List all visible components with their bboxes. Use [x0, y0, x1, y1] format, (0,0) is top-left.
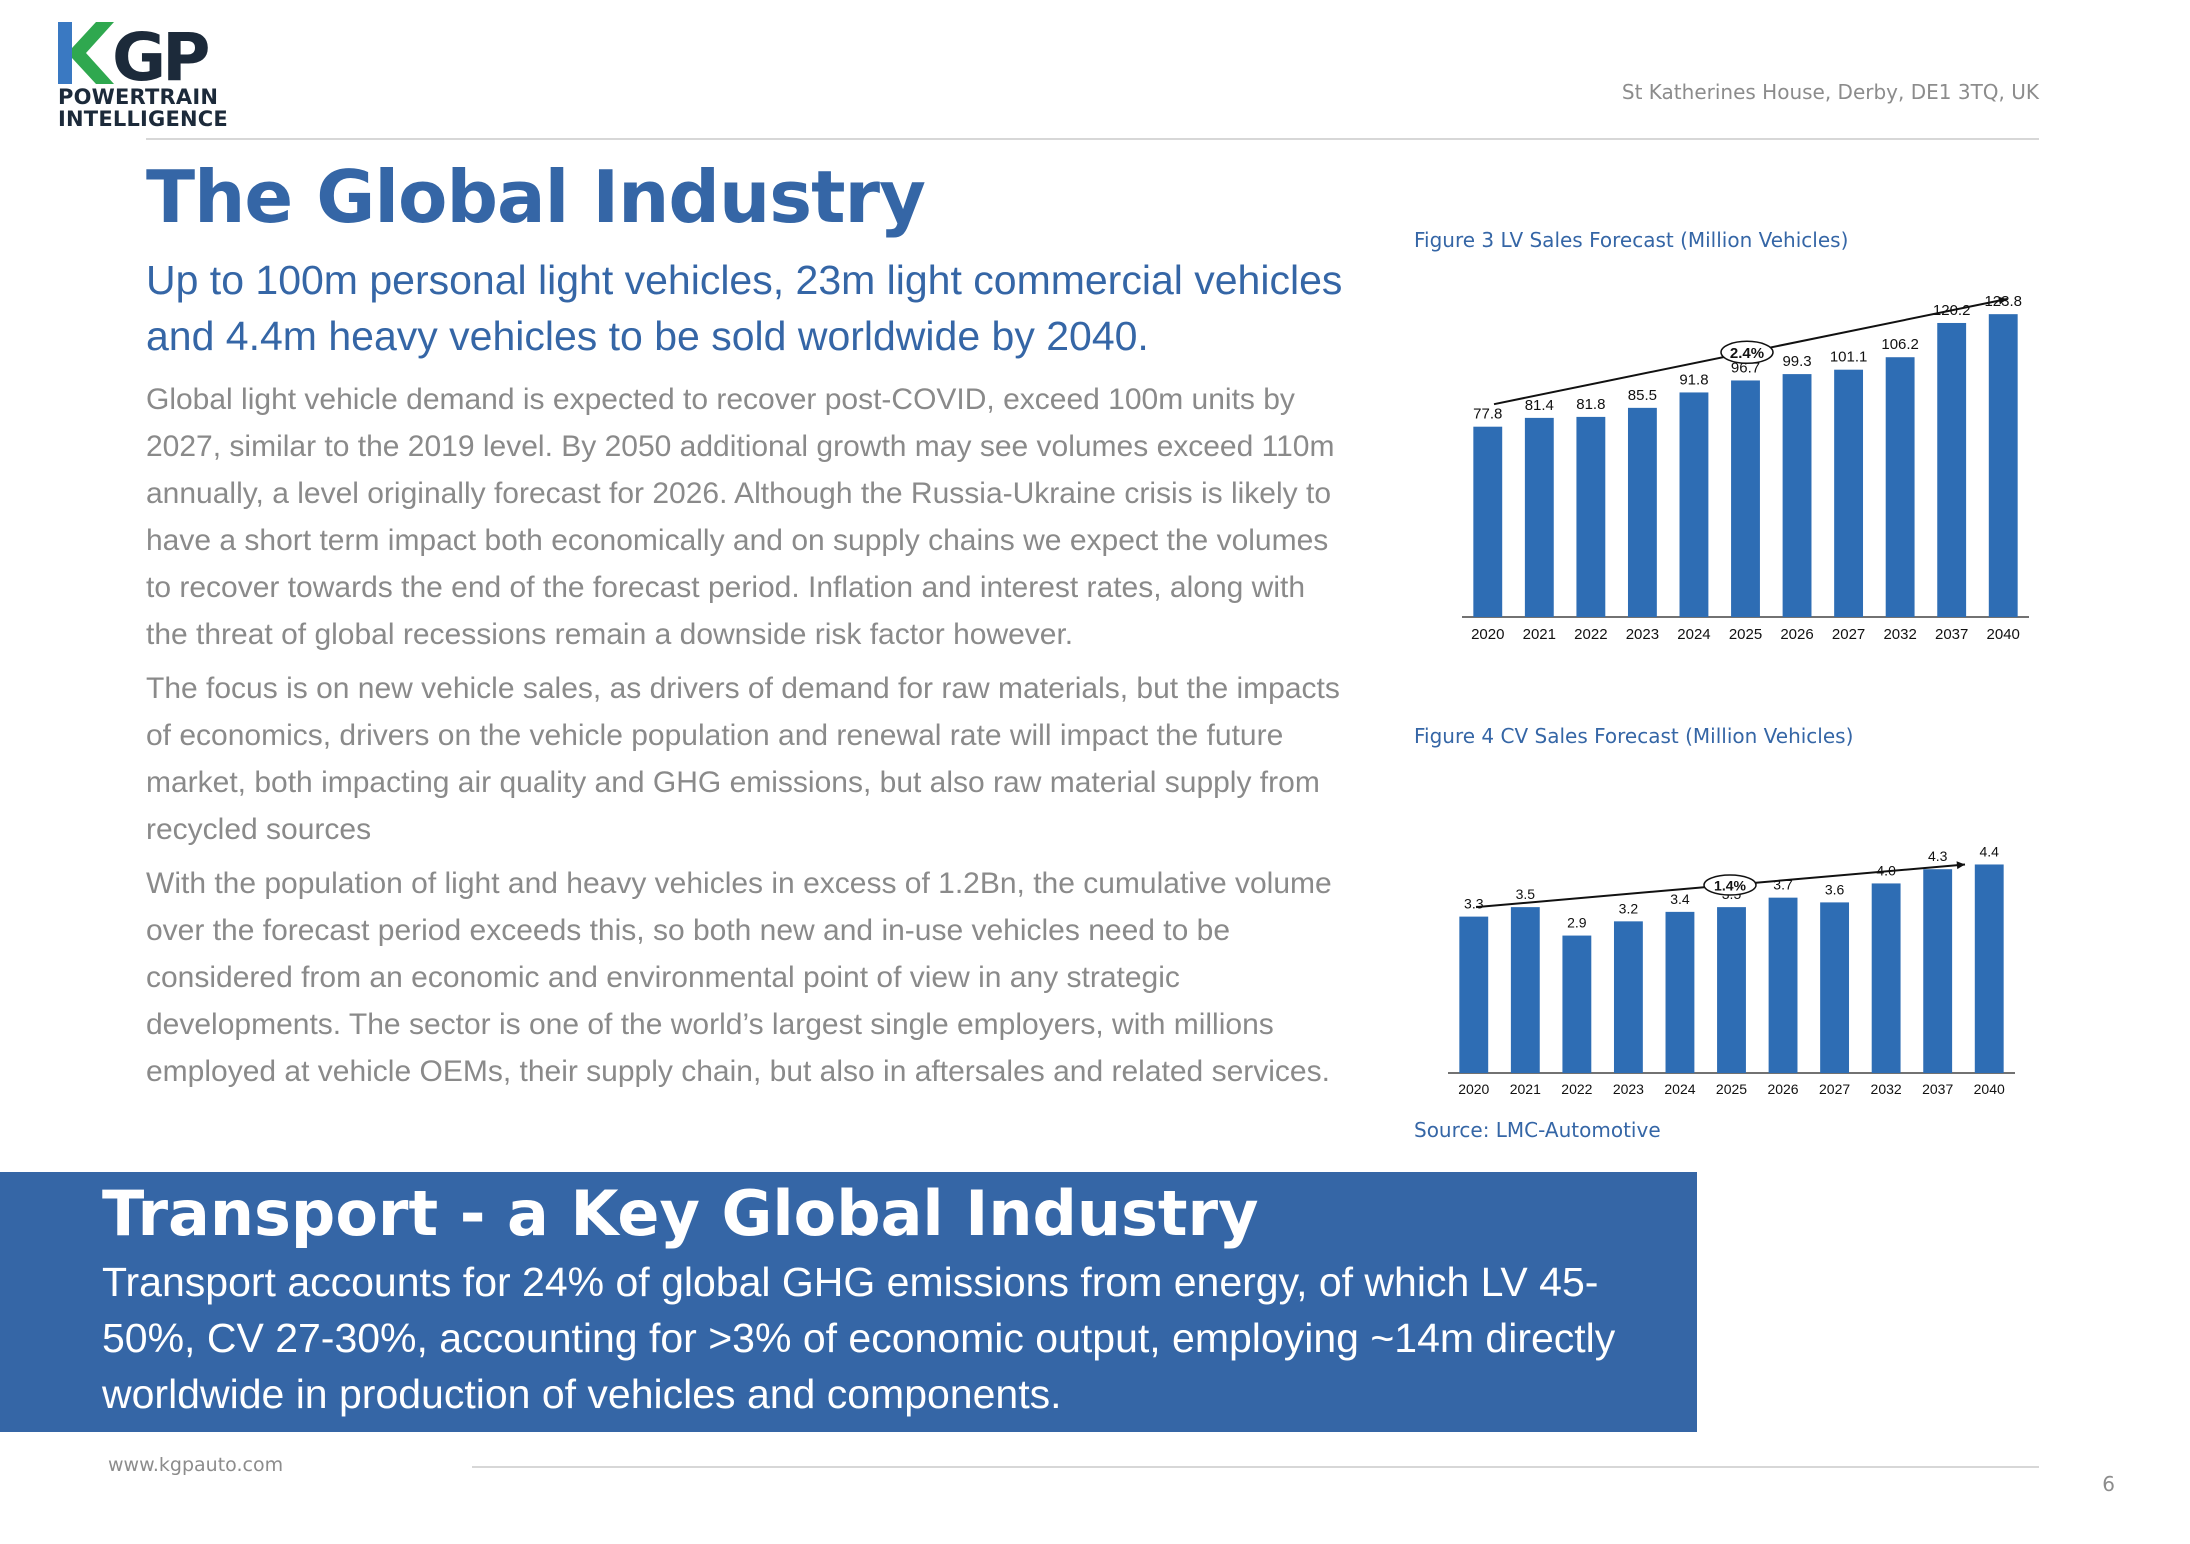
chart-data-label: 99.3 — [1782, 353, 1811, 370]
chart-bar — [1731, 380, 1760, 617]
chart-data-label: 3.3 — [1464, 896, 1484, 912]
chart-bar — [1717, 907, 1746, 1073]
chart-bar — [1768, 897, 1798, 1073]
chart-tick-label: 2023 — [1626, 626, 1659, 643]
chart-data-label: 85.5 — [1628, 387, 1657, 404]
page-subtitle: Up to 100m personal light vehicles, 23m … — [146, 257, 1343, 359]
logo-gp-text: GP — [112, 22, 208, 84]
chart-trend-badge — [1720, 340, 1774, 365]
chart-trend-arrowhead — [1998, 296, 2007, 305]
key-industry-banner: Transport - a Key Global Industry Transp… — [0, 1172, 1697, 1432]
chart-data-label: 3.2 — [1619, 900, 1639, 916]
chart-data-label: 101.1 — [1830, 349, 1868, 366]
chart-bar — [1782, 374, 1812, 617]
kgp-logo-mark: GP — [58, 22, 212, 84]
logo-intelligence-text: INTELLIGENCE — [58, 107, 228, 131]
chart-data-label: 77.8 — [1473, 406, 1502, 423]
chart-data-label: 3.4 — [1670, 891, 1690, 907]
chart-tick-label: 2021 — [1523, 626, 1556, 643]
chart-tick-label: 2024 — [1664, 1081, 1695, 1097]
header-address: St Katherines House, Derby, DE1 3TQ, UK — [1621, 80, 2039, 104]
chart-tick-label: 2040 — [1974, 1081, 2005, 1097]
logo-powertrain-text: POWERTRAIN — [58, 85, 219, 109]
chart-tick-label: 2025 — [1716, 1081, 1747, 1097]
chart-bar — [1871, 883, 1901, 1073]
body-paragraph-2: The focus is on new vehicle sales, as dr… — [146, 672, 1340, 846]
chart-tick-label: 2032 — [1883, 626, 1916, 643]
page-title: The Global Industry — [146, 155, 926, 239]
figure-3-caption: Figure 3 LV Sales Forecast (Million Vehi… — [1414, 228, 1849, 252]
chart-tick-label: 2022 — [1574, 626, 1607, 643]
chart-bar — [1679, 392, 1709, 617]
kgp-logo: GP POWERTRAIN INTELLIGENCE — [58, 22, 238, 132]
chart-bar — [1820, 902, 1850, 1073]
chart-tick-label: 2025 — [1729, 626, 1762, 643]
chart-data-label: 4.3 — [1928, 848, 1948, 864]
header-divider — [146, 138, 2039, 140]
chart-bar — [1923, 869, 1953, 1073]
chart-trend-label: 2.4% — [1730, 345, 1764, 362]
logo-k-arms — [72, 22, 114, 84]
logo-k-stem — [58, 22, 72, 84]
chart-tick-label: 2020 — [1458, 1081, 1489, 1097]
chart-tick-label: 2037 — [1922, 1081, 1953, 1097]
chart-bar — [1885, 357, 1915, 617]
chart-bar — [1510, 907, 1540, 1073]
chart-tick-label: 2026 — [1767, 1081, 1798, 1097]
chart-bar — [1613, 921, 1643, 1073]
chart-tick-label: 2040 — [1987, 626, 2020, 643]
chart-data-label: 3.6 — [1825, 881, 1845, 897]
chart-bar — [1459, 916, 1489, 1073]
chart-data-label: 3.5 — [1516, 886, 1536, 902]
chart-tick-label: 2020 — [1471, 626, 1504, 643]
body-paragraph-3: With the population of light and heavy v… — [146, 867, 1332, 1088]
chart-tick-label: 2032 — [1871, 1081, 1902, 1097]
chart-tick-label: 2023 — [1613, 1081, 1644, 1097]
chart-tick-label: 2022 — [1561, 1081, 1592, 1097]
banner-text: Transport accounts for 24% of global GHG… — [102, 1259, 1616, 1417]
chart-data-label: 4.4 — [1979, 843, 1999, 859]
chart-data-label: 81.4 — [1525, 397, 1554, 414]
chart-bar — [1627, 407, 1657, 617]
banner-title: Transport - a Key Global Industry — [102, 1177, 1259, 1250]
chart-trend-arrowhead — [1956, 861, 1965, 870]
figure-4-caption: Figure 4 CV Sales Forecast (Million Vehi… — [1414, 724, 1854, 748]
chart-tick-label: 2024 — [1677, 626, 1710, 643]
chart-bar — [1988, 314, 2018, 617]
chart-bar — [1665, 911, 1695, 1073]
page-number: 6 — [2102, 1472, 2115, 1496]
chart-source-note: Source: LMC-Automotive — [1414, 1118, 1661, 1142]
chart-trend-badge — [1703, 874, 1757, 896]
chart-data-label: 91.8 — [1679, 371, 1708, 388]
body-paragraph-1: Global light vehicle demand is expected … — [146, 383, 1335, 651]
chart-tick-label: 2037 — [1935, 626, 1968, 643]
chart-bar — [1473, 426, 1503, 617]
chart-data-label: 2.9 — [1567, 915, 1587, 931]
chart-tick-label: 2027 — [1819, 1081, 1850, 1097]
chart-tick-label: 2027 — [1832, 626, 1865, 643]
chart-data-label: 81.8 — [1576, 396, 1605, 413]
cv-sales-chart: 3.320203.520212.920223.220233.420243.520… — [1448, 843, 2015, 1097]
footer-divider — [472, 1466, 2039, 1468]
chart-bar — [1576, 416, 1606, 617]
footer-website: www.kgpauto.com — [108, 1454, 284, 1476]
chart-bar — [1974, 864, 2004, 1073]
chart-data-label: 106.2 — [1881, 336, 1919, 353]
chart-tick-label: 2026 — [1780, 626, 1813, 643]
chart-bar — [1834, 369, 1864, 617]
chart-trend-label: 1.4% — [1714, 877, 1746, 893]
chart-bar — [1937, 322, 1967, 617]
chart-bar — [1524, 417, 1554, 617]
lv-sales-chart: 77.8 2020 81.4 2021 81.8 2022 85.5 2023 91.8 2024… — [1462, 293, 2029, 643]
chart-tick-label: 2021 — [1510, 1081, 1541, 1097]
chart-bar — [1562, 935, 1592, 1073]
